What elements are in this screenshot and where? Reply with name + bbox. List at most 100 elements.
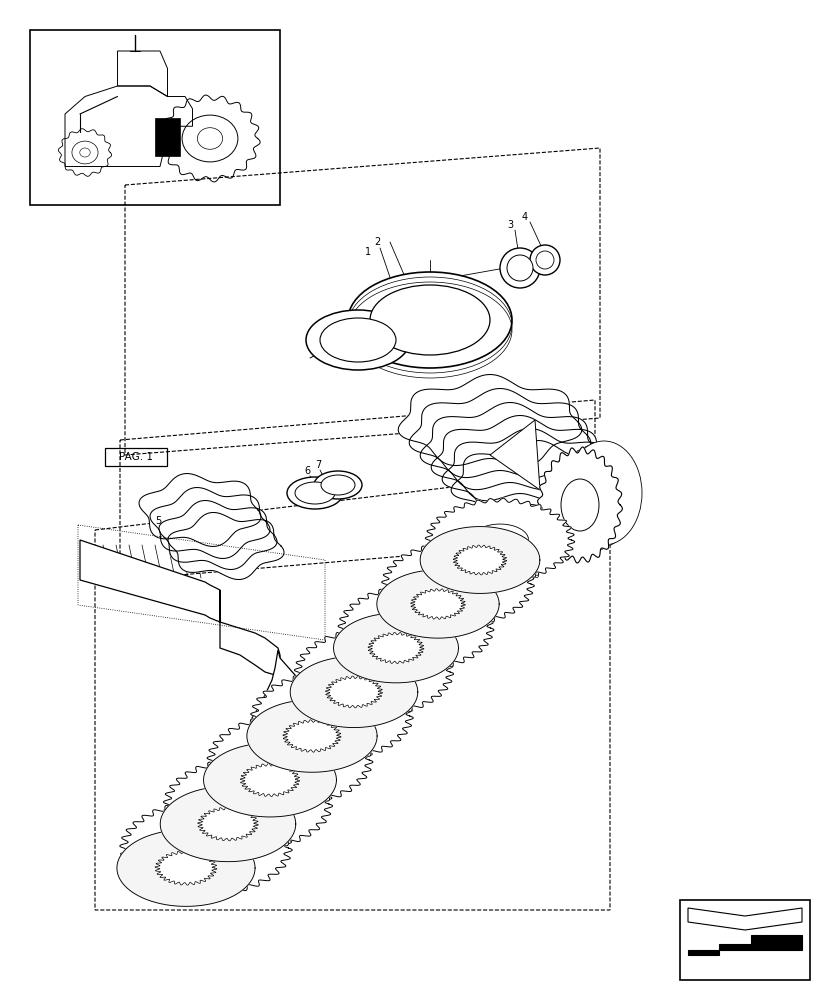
Polygon shape [419,403,599,490]
Polygon shape [490,420,539,490]
Ellipse shape [542,453,617,557]
Polygon shape [150,488,270,558]
Ellipse shape [561,479,598,531]
Polygon shape [368,632,423,664]
Bar [105,448,167,466]
Polygon shape [246,700,376,772]
Polygon shape [398,375,581,466]
Polygon shape [381,541,533,627]
Text: 2: 2 [374,237,380,247]
Polygon shape [258,742,322,778]
Ellipse shape [500,248,539,288]
Text: 10: 10 [381,670,392,678]
Text: 10: 10 [536,556,547,564]
Text: 10: 10 [514,540,524,550]
Text: 9: 9 [361,682,367,690]
Polygon shape [471,524,528,556]
Text: 9: 9 [495,552,500,562]
Polygon shape [163,757,332,851]
Polygon shape [337,585,494,672]
Text: 9: 9 [407,638,413,648]
Polygon shape [80,540,220,622]
Text: 9: 9 [451,595,457,604]
Ellipse shape [535,251,553,269]
Polygon shape [248,650,318,773]
Text: 9: 9 [551,540,557,550]
Polygon shape [425,498,574,582]
Ellipse shape [566,441,641,545]
Polygon shape [198,807,258,841]
Polygon shape [283,720,341,752]
Text: 11: 11 [406,615,418,625]
Text: 10: 10 [471,584,480,592]
Polygon shape [376,570,499,638]
Polygon shape [431,416,608,501]
Polygon shape [419,527,539,593]
Ellipse shape [370,285,490,355]
Text: 6: 6 [304,466,309,476]
Polygon shape [220,590,280,675]
Ellipse shape [319,318,395,362]
Polygon shape [442,429,617,512]
Polygon shape [207,714,372,806]
Text: PAG. 3: PAG. 3 [529,504,563,514]
Ellipse shape [559,444,635,548]
Polygon shape [452,545,506,575]
Text: 4: 4 [521,212,528,222]
Bar [30,30,280,205]
Text: 7: 7 [314,460,321,470]
Polygon shape [325,676,382,708]
Text: 9: 9 [270,768,276,778]
Polygon shape [294,628,453,716]
Polygon shape [160,786,295,862]
Text: 8: 8 [558,508,564,518]
Text: 9: 9 [180,855,185,864]
Polygon shape [537,447,622,563]
Text: 10: 10 [290,756,301,764]
Ellipse shape [321,475,355,495]
Text: 9: 9 [533,570,538,580]
Polygon shape [215,786,280,822]
Text: 10: 10 [426,626,437,636]
Bar [514,500,579,518]
Polygon shape [120,800,292,896]
Polygon shape [168,512,284,580]
Text: 10: 10 [199,841,210,850]
Text: 10: 10 [553,520,565,530]
Polygon shape [173,830,239,866]
Polygon shape [300,699,363,733]
Ellipse shape [547,450,624,554]
Polygon shape [251,671,413,761]
Ellipse shape [347,272,511,368]
Text: 5: 5 [155,516,161,526]
Bar [155,118,179,156]
Polygon shape [333,613,458,683]
Polygon shape [240,763,299,797]
Polygon shape [451,441,624,522]
Ellipse shape [313,471,361,499]
Polygon shape [159,500,277,570]
Text: 10: 10 [245,799,255,808]
Ellipse shape [306,310,409,370]
Polygon shape [117,830,255,906]
Ellipse shape [529,245,559,275]
Text: 10: 10 [337,711,347,720]
Bar [398,612,428,628]
Polygon shape [289,656,418,728]
Ellipse shape [506,255,533,281]
Text: 9: 9 [317,724,323,733]
Polygon shape [385,611,445,645]
Polygon shape [203,743,336,817]
Ellipse shape [283,688,307,702]
Ellipse shape [553,447,629,551]
Ellipse shape [287,477,342,509]
Polygon shape [410,589,465,619]
Text: 3: 3 [506,220,513,230]
Polygon shape [687,935,801,955]
Polygon shape [409,389,590,478]
Text: 9: 9 [225,812,231,821]
Text: PAG. 1: PAG. 1 [119,452,153,462]
Ellipse shape [294,482,335,504]
Polygon shape [428,568,486,600]
Bar [679,900,809,980]
